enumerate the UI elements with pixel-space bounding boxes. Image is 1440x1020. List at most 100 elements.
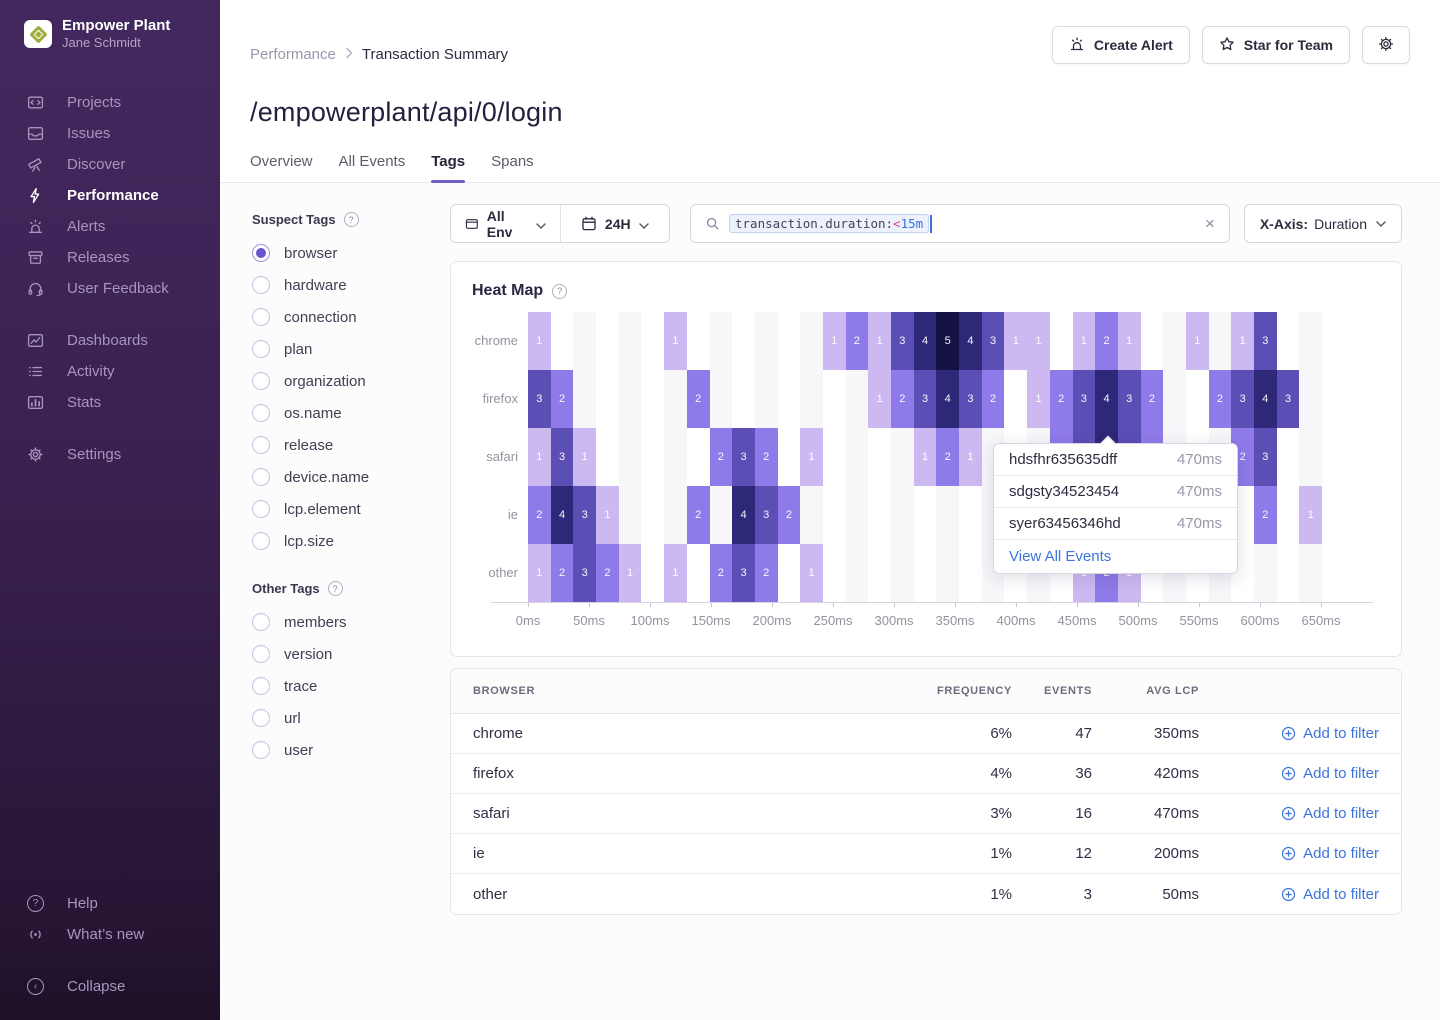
clear-search-button[interactable]: × xyxy=(1204,214,1215,233)
heatmap-cell[interactable]: 4 xyxy=(732,486,755,544)
heatmap-cell[interactable]: 1 xyxy=(664,544,687,602)
suspect-tag-connection[interactable]: connection xyxy=(252,308,450,326)
tab-tags[interactable]: Tags xyxy=(431,153,465,183)
other-tag-version[interactable]: version xyxy=(252,645,450,663)
heatmap-cell[interactable]: 2 xyxy=(550,544,574,602)
heatmap-cell[interactable]: 1 xyxy=(1004,312,1028,370)
heatmap-cell[interactable]: 1 xyxy=(664,312,687,370)
heatmap-cell[interactable]: 2 xyxy=(891,370,914,428)
sidebar-item-collapse[interactable]: ‹ Collapse xyxy=(0,971,220,1002)
heatmap-cell[interactable]: 2 xyxy=(550,370,574,428)
heatmap-cell[interactable]: 1 xyxy=(959,428,982,486)
heatmap-cell[interactable]: 2 xyxy=(1208,370,1232,428)
sidebar-item-dashboards[interactable]: Dashboards xyxy=(0,325,220,356)
heatmap-cell[interactable]: 3 xyxy=(732,544,755,602)
heatmap-cell[interactable]: 2 xyxy=(1049,370,1073,428)
environment-dropdown[interactable]: All Env xyxy=(451,205,560,242)
heatmap-cell[interactable]: 5 xyxy=(936,312,960,370)
heatmap-cell[interactable]: 2 xyxy=(596,544,619,602)
suspect-tag-browser[interactable]: browser xyxy=(252,244,450,262)
search-filter-token[interactable]: transaction.duration: <15m xyxy=(729,214,930,233)
heatmap-cell[interactable]: 2 xyxy=(709,428,733,486)
heatmap-cell[interactable]: 1 xyxy=(528,544,551,602)
heatmap-cell[interactable]: 3 xyxy=(1072,370,1096,428)
heatmap-cell[interactable]: 3 xyxy=(1117,370,1141,428)
sidebar-item-activity[interactable]: Activity xyxy=(0,356,220,387)
heatmap-cell[interactable]: 3 xyxy=(754,486,778,544)
view-all-events-link[interactable]: View All Events xyxy=(1009,548,1112,565)
heatmap-cell[interactable]: 2 xyxy=(686,486,710,544)
heatmap-cell[interactable]: 3 xyxy=(959,370,982,428)
heatmap-cell[interactable]: 3 xyxy=(732,428,755,486)
heatmap-cell[interactable]: 3 xyxy=(550,428,574,486)
heatmap-cell[interactable]: 1 xyxy=(1072,312,1096,370)
sidebar-item-settings[interactable]: Settings xyxy=(0,439,220,470)
sidebar-item-alerts[interactable]: Alerts xyxy=(0,211,220,242)
settings-gear-button[interactable] xyxy=(1362,26,1410,64)
sidebar-item-performance[interactable]: Performance xyxy=(0,180,220,211)
xaxis-dropdown[interactable]: X-Axis: Duration xyxy=(1243,204,1402,243)
star-for-team-button[interactable]: Star for Team xyxy=(1201,26,1350,64)
heatmap-cell[interactable]: 2 xyxy=(1254,486,1277,544)
heatmap-cell[interactable]: 3 xyxy=(1231,370,1254,428)
heatmap-cell[interactable]: 2 xyxy=(709,544,733,602)
heatmap-cell[interactable]: 4 xyxy=(1254,370,1277,428)
heatmap-cell[interactable]: 3 xyxy=(1254,312,1277,370)
heatmap-cell[interactable]: 1 xyxy=(618,544,642,602)
heatmap-cell[interactable]: 1 xyxy=(1027,312,1050,370)
sidebar-item-stats[interactable]: Stats xyxy=(0,387,220,418)
heatmap-cell[interactable]: 1 xyxy=(1185,312,1209,370)
time-range-dropdown[interactable]: 24H xyxy=(561,205,670,242)
heatmap-cell[interactable]: 2 xyxy=(845,312,869,370)
sidebar-item-releases[interactable]: Releases xyxy=(0,242,220,273)
suspect-tag-device-name[interactable]: device.name xyxy=(252,468,450,486)
suspect-tag-organization[interactable]: organization xyxy=(252,372,450,390)
sidebar-item-issues[interactable]: Issues xyxy=(0,118,220,149)
heatmap-cell[interactable]: 2 xyxy=(754,428,778,486)
tab-all-events[interactable]: All Events xyxy=(338,153,406,170)
heatmap-cell[interactable]: 3 xyxy=(528,370,551,428)
heatmap-cell[interactable]: 2 xyxy=(1140,370,1164,428)
heatmap-cell[interactable]: 1 xyxy=(800,544,823,602)
help-question-icon[interactable]: ? xyxy=(552,283,568,299)
add-to-filter-link[interactable]: Add to filter xyxy=(1199,765,1379,782)
suspect-tag-plan[interactable]: plan xyxy=(252,340,450,358)
heatmap-cell[interactable]: 3 xyxy=(573,544,597,602)
heatmap-cell[interactable]: 1 xyxy=(573,428,597,486)
heatmap-cell[interactable]: 3 xyxy=(913,370,937,428)
suspect-tag-hardware[interactable]: hardware xyxy=(252,276,450,294)
suspect-tag-release[interactable]: release xyxy=(252,436,450,454)
tooltip-event-row[interactable]: syer63456346hd 470ms xyxy=(994,508,1237,540)
heatmap-cell[interactable]: 1 xyxy=(1231,312,1254,370)
other-tag-trace[interactable]: trace xyxy=(252,677,450,695)
heatmap-cell[interactable]: 1 xyxy=(868,370,891,428)
heatmap-cell[interactable]: 4 xyxy=(550,486,574,544)
heatmap-cell[interactable]: 4 xyxy=(1095,370,1118,428)
sidebar-item-user-feedback[interactable]: User Feedback xyxy=(0,273,220,304)
suspect-tag-os-name[interactable]: os.name xyxy=(252,404,450,422)
add-to-filter-link[interactable]: Add to filter xyxy=(1199,805,1379,822)
heatmap-cell[interactable]: 1 xyxy=(913,428,937,486)
heatmap-cell[interactable]: 1 xyxy=(1117,312,1141,370)
heatmap-cell[interactable]: 3 xyxy=(891,312,914,370)
other-tag-url[interactable]: url xyxy=(252,709,450,727)
heatmap-cell[interactable]: 2 xyxy=(686,370,710,428)
search-input[interactable]: transaction.duration: <15m × xyxy=(690,204,1230,243)
sidebar-item-discover[interactable]: Discover xyxy=(0,149,220,180)
heatmap-cell[interactable]: 4 xyxy=(913,312,937,370)
heatmap-cell[interactable]: 1 xyxy=(868,312,891,370)
heatmap-cell[interactable]: 1 xyxy=(822,312,846,370)
heatmap-cell[interactable]: 1 xyxy=(528,428,551,486)
other-tag-members[interactable]: members xyxy=(252,613,450,631)
other-tag-user[interactable]: user xyxy=(252,741,450,759)
heatmap-cell[interactable]: 1 xyxy=(1027,370,1050,428)
suspect-tag-lcp-element[interactable]: lcp.element xyxy=(252,500,450,518)
heatmap-cell[interactable]: 1 xyxy=(1299,486,1323,544)
tab-overview[interactable]: Overview xyxy=(250,153,313,170)
create-alert-button[interactable]: Create Alert xyxy=(1051,26,1190,64)
heatmap-cell[interactable]: 4 xyxy=(959,312,982,370)
add-to-filter-link[interactable]: Add to filter xyxy=(1199,886,1379,903)
tooltip-event-row[interactable]: hdsfhr635635dff 470ms xyxy=(994,444,1237,476)
heatmap-cell[interactable]: 1 xyxy=(528,312,551,370)
heatmap-cell[interactable]: 2 xyxy=(777,486,801,544)
